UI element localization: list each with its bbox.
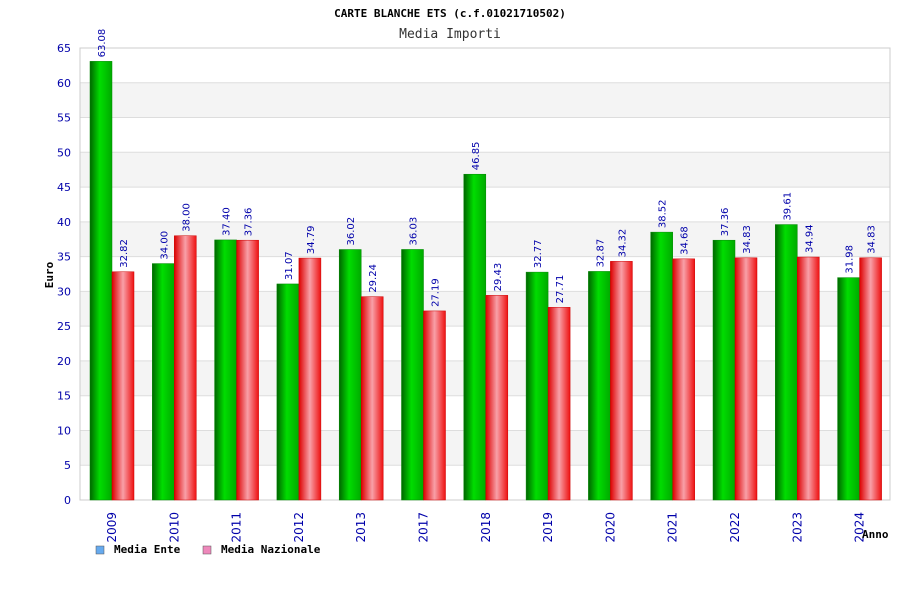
bar-value-label: 32.87 — [595, 239, 606, 268]
x-tick-label: 2010 — [167, 512, 181, 543]
grid-band — [80, 48, 890, 83]
bar-media-ente — [89, 61, 113, 501]
bar-media-ente — [837, 277, 860, 501]
legend-label: Media Ente — [114, 543, 181, 556]
bar-media-nazionale — [360, 296, 384, 501]
bar-value-label: 34.00 — [159, 231, 170, 260]
x-tick-label: 2013 — [354, 512, 368, 543]
x-tick-label: 2012 — [292, 512, 306, 543]
y-tick-label: 50 — [57, 146, 71, 159]
y-axis-ticks: 0 5 10 15 20 25 30 35 40 45 50 55 60 65 — [57, 42, 71, 507]
bar-value-label: 37.36 — [720, 208, 731, 237]
bar-value-label: 34.79 — [306, 225, 317, 254]
bar-media-ente — [525, 271, 549, 501]
x-tick-label: 2011 — [230, 512, 244, 543]
bar-value-label: 34.83 — [742, 225, 753, 254]
y-axis-label: Euro — [43, 261, 56, 288]
y-tick-label: 65 — [57, 42, 71, 55]
bar-value-label: 31.98 — [845, 245, 856, 274]
bar-media-ente — [650, 231, 673, 501]
y-tick-label: 40 — [57, 216, 71, 229]
legend: Media Ente Media Nazionale — [95, 543, 321, 556]
legend-swatch — [202, 545, 212, 555]
y-tick-label: 30 — [57, 285, 71, 298]
y-tick-label: 20 — [57, 355, 71, 368]
x-tick-label: 2017 — [417, 512, 431, 543]
bars — [89, 61, 882, 501]
legend-label: Media Nazionale — [221, 543, 321, 556]
bar-media-nazionale — [672, 258, 695, 501]
bar-value-label: 34.32 — [617, 229, 628, 258]
bar-value-label: 27.19 — [431, 278, 442, 307]
x-tick-label: 2021 — [666, 512, 680, 543]
bar-media-nazionale — [610, 261, 633, 501]
x-tick-label: 2024 — [853, 512, 867, 543]
bar-media-ente — [588, 271, 611, 501]
bar-value-label: 36.03 — [409, 217, 420, 246]
bar-media-nazionale — [298, 257, 322, 501]
x-tick-label: 2020 — [603, 512, 617, 543]
bar-media-ente — [276, 283, 300, 501]
legend-swatch — [95, 545, 105, 555]
bar-value-label: 38.52 — [658, 199, 669, 228]
y-tick-label: 55 — [57, 112, 71, 125]
bar-media-nazionale — [734, 257, 758, 501]
bar-value-label: 34.94 — [804, 224, 815, 253]
bar-media-ente — [214, 239, 237, 501]
bar-media-nazionale — [859, 257, 882, 501]
bar-value-label: 31.07 — [284, 251, 295, 280]
bar-media-ente — [775, 224, 798, 501]
x-tick-label: 2022 — [728, 512, 742, 543]
bar-value-label: 32.82 — [119, 239, 130, 268]
bar-value-label: 37.40 — [222, 207, 233, 236]
chart-subtitle: Media Importi — [399, 27, 501, 42]
bar-media-nazionale — [485, 295, 509, 501]
bar-media-ente — [338, 249, 362, 501]
bar-value-label: 34.68 — [680, 226, 691, 255]
bar-value-label: 29.24 — [368, 264, 379, 293]
bar-value-label: 32.77 — [533, 239, 544, 268]
bar-value-label: 37.36 — [244, 208, 255, 237]
x-tick-label: 2023 — [790, 512, 804, 543]
bar-media-ente — [401, 249, 424, 501]
grid-band — [80, 82, 890, 118]
x-tick-label: 2019 — [541, 512, 555, 543]
bar-value-label: 27.71 — [555, 275, 566, 304]
y-tick-label: 35 — [57, 251, 71, 264]
bar-value-label: 34.83 — [867, 225, 878, 254]
y-tick-label: 45 — [57, 181, 71, 194]
x-axis-label: Anno — [862, 528, 889, 541]
bar-media-nazionale — [423, 310, 446, 501]
x-tick-label: 2018 — [479, 512, 493, 543]
x-axis-ticks: 2009 2010 2011 2012 2013 2017 2018 2019 2020 2021… — [105, 512, 867, 543]
chart-title: CARTE BLANCHE ETS (c.f.01021710502) — [334, 7, 566, 20]
y-tick-label: 10 — [57, 424, 71, 437]
bar-media-ente — [152, 263, 175, 501]
bar-media-ente — [463, 173, 487, 501]
bar-media-ente — [712, 239, 736, 501]
bar-media-nazionale — [797, 256, 820, 501]
bar-media-nazionale — [547, 307, 571, 501]
bar-value-label: 39.61 — [782, 192, 793, 221]
bar-value-label: 63.08 — [97, 29, 108, 58]
bar-value-label: 46.85 — [471, 142, 482, 171]
value-labels: 63.08 32.82 34.00 38.00 37.40 37.36 31.07 34.79… — [97, 29, 878, 307]
bar-value-label: 36.02 — [346, 217, 357, 246]
grid-band — [80, 117, 890, 153]
y-tick-label: 60 — [57, 77, 71, 90]
y-tick-label: 5 — [64, 459, 71, 472]
y-tick-label: 15 — [57, 390, 71, 403]
y-tick-label: 0 — [64, 494, 71, 507]
bar-value-label: 29.43 — [493, 263, 504, 292]
y-tick-label: 25 — [57, 320, 71, 333]
bar-media-nazionale — [236, 239, 259, 501]
x-tick-label: 2009 — [105, 512, 119, 543]
bar-media-nazionale — [174, 235, 197, 501]
bar-value-label: 38.00 — [181, 203, 192, 232]
bar-media-nazionale — [111, 271, 135, 501]
